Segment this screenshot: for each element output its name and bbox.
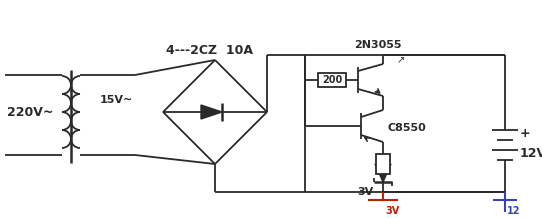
Text: 220V~: 220V~ (7, 106, 53, 119)
Text: C8550: C8550 (388, 123, 427, 133)
Polygon shape (201, 105, 222, 119)
Polygon shape (375, 164, 391, 182)
Text: 12: 12 (507, 206, 520, 216)
Text: 4---2CZ  10A: 4---2CZ 10A (166, 44, 254, 56)
Text: 12V: 12V (520, 146, 542, 160)
Bar (318, 73, 346, 87)
Text: 15V~: 15V~ (100, 95, 133, 105)
Text: 3V: 3V (357, 187, 373, 197)
Text: 200: 200 (322, 75, 342, 85)
Text: 3V: 3V (385, 206, 399, 216)
Text: +: + (520, 126, 531, 140)
Text: ↗: ↗ (397, 55, 405, 65)
Bar (376, 154, 390, 174)
Text: 2N3055: 2N3055 (354, 40, 402, 50)
